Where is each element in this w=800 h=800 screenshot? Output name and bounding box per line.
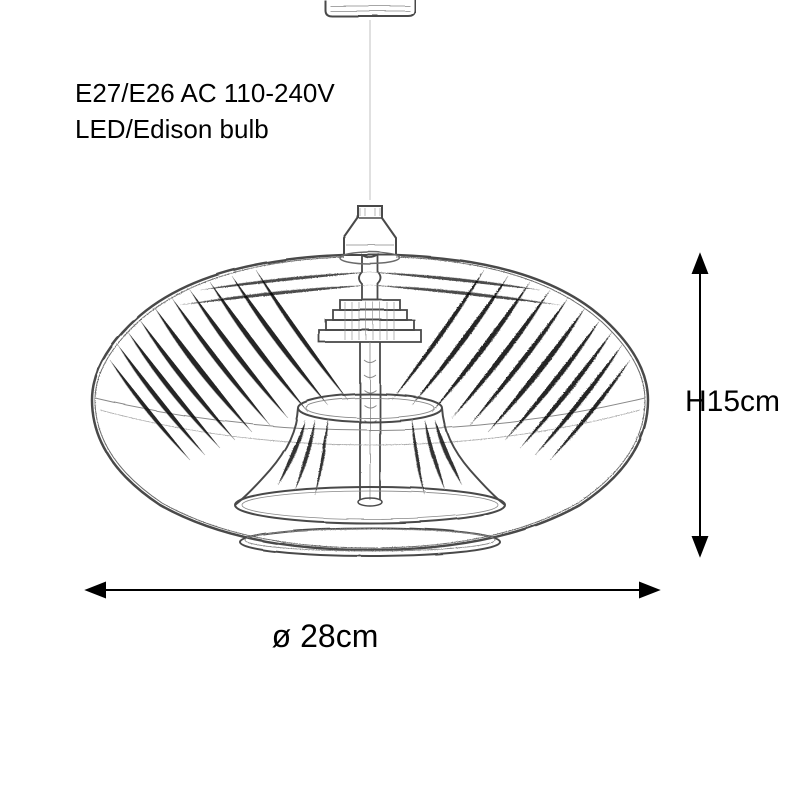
cord (367, 16, 373, 206)
diagram-canvas: E27/E26 AC 110-240V LED/Edison bulb H15c… (0, 0, 800, 800)
spec-line-2: LED/Edison bulb (75, 111, 335, 147)
spec-text: E27/E26 AC 110-240V LED/Edison bulb (75, 75, 335, 148)
socket-fitting (344, 206, 396, 255)
height-label: H15cm (685, 385, 780, 419)
diameter-label: ø 28cm (0, 618, 650, 655)
bulb-socket (319, 255, 421, 342)
spec-line-1: E27/E26 AC 110-240V (75, 75, 335, 111)
width-dimension-arrow (87, 583, 658, 597)
ceiling-canopy (325, 0, 415, 16)
bulb-stem (358, 342, 382, 506)
